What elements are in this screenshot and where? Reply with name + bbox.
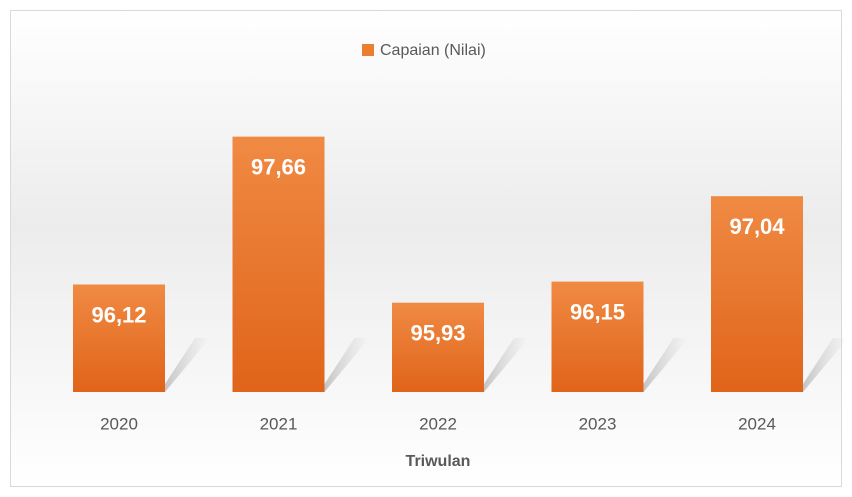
bar — [392, 302, 484, 392]
data-label: 97,66 — [251, 154, 306, 179]
chart-frame — [10, 10, 842, 487]
bar — [232, 136, 325, 392]
bar-shadow — [165, 338, 210, 392]
data-label: 97,04 — [729, 214, 785, 239]
x-tick-label: 2022 — [419, 414, 457, 433]
bar-shadow — [324, 338, 370, 392]
bar-shadow — [484, 338, 529, 392]
bar — [551, 281, 644, 392]
x-tick-label: 2021 — [260, 414, 298, 433]
data-label: 95,93 — [410, 321, 465, 346]
data-label: 96,15 — [570, 299, 625, 324]
x-axis-label: Triwulan — [406, 453, 471, 470]
legend-swatch — [362, 44, 374, 56]
bar — [711, 196, 803, 392]
x-tick-label: 2024 — [738, 414, 776, 433]
bar — [73, 284, 165, 392]
x-tick-label: 2023 — [579, 414, 617, 433]
data-label: 96,12 — [91, 302, 146, 327]
legend-label: Capaian (Nilai) — [380, 42, 486, 59]
bar-shadow — [803, 338, 848, 392]
x-tick-label: 2020 — [100, 414, 138, 433]
bar-shadow — [643, 338, 689, 392]
